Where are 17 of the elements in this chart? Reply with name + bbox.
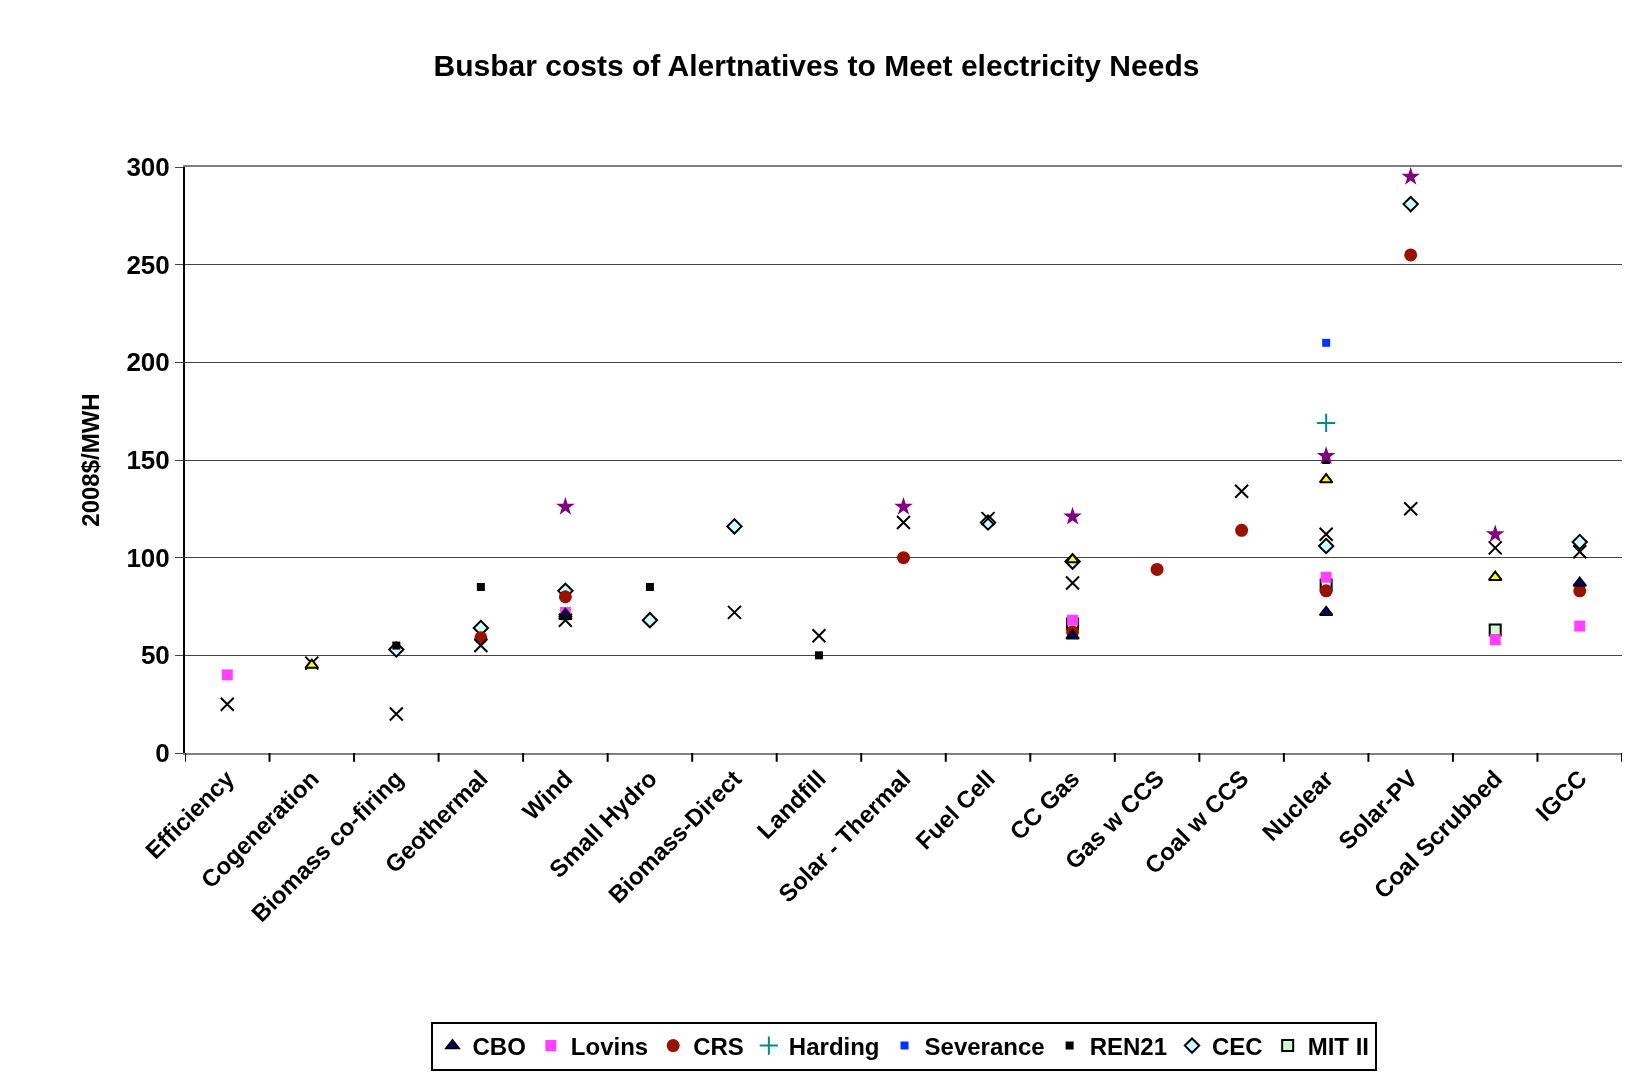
legend-label: Severance xyxy=(924,1032,1045,1060)
chart-title: Busbar costs of Alertnatives to Meet electricity Needs xyxy=(433,48,1200,82)
y-tick-label: 250 xyxy=(126,249,170,280)
legend-label: CEC xyxy=(1212,1032,1263,1060)
y-tick-label: 0 xyxy=(155,738,170,769)
y-axis-title: 2008$/MWH xyxy=(77,393,105,527)
y-tick-label: 150 xyxy=(126,445,170,476)
legend-label: CRS xyxy=(693,1032,744,1060)
y-tick-label: 50 xyxy=(140,640,170,671)
legend-label: Harding xyxy=(788,1032,880,1060)
legend-label: REN21 xyxy=(1089,1032,1167,1060)
y-tick-label: 300 xyxy=(126,152,170,183)
legend-label: CBO xyxy=(472,1032,526,1060)
y-tick-label: 100 xyxy=(126,542,170,573)
legend-label: MIT II xyxy=(1307,1032,1369,1060)
y-tick-label: 200 xyxy=(126,347,170,378)
legend-label: Lovins xyxy=(570,1032,649,1060)
